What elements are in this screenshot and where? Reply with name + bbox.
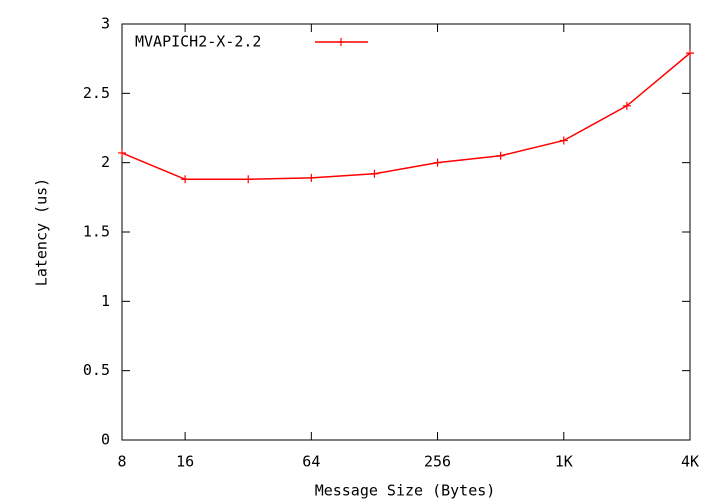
x-tick-label: 1K — [555, 453, 573, 471]
plot-frame — [121, 23, 691, 441]
point — [337, 38, 345, 46]
y-tick-label: 3 — [101, 15, 110, 33]
point — [118, 148, 126, 157]
x-tick-label: 8 — [117, 453, 126, 471]
point — [244, 175, 253, 184]
x-tick-label: 64 — [302, 453, 320, 471]
y-tick-label: 1.5 — [83, 223, 110, 241]
point — [181, 175, 190, 184]
x-tick-label: 256 — [424, 453, 451, 471]
legend-label: MVAPICH2-X-2.2 — [135, 33, 261, 51]
point — [559, 136, 568, 145]
y-tick-label: 0 — [101, 431, 110, 449]
x-axis-label: Message Size (Bytes) — [315, 482, 496, 500]
point — [686, 49, 694, 58]
y-tick-label: 2.5 — [83, 84, 110, 102]
point — [496, 151, 505, 160]
point — [622, 101, 631, 110]
point — [433, 158, 442, 167]
point — [370, 169, 379, 178]
point — [307, 173, 316, 182]
y-tick-label: 1 — [101, 292, 110, 310]
y-axis-label: Latency (us) — [33, 178, 51, 286]
x-tick-label: 16 — [176, 453, 194, 471]
y-tick-label: 2 — [101, 153, 110, 171]
series-line — [121, 52, 691, 181]
x-tick-label: 4K — [681, 453, 699, 471]
y-tick-label: 0.5 — [83, 361, 110, 379]
